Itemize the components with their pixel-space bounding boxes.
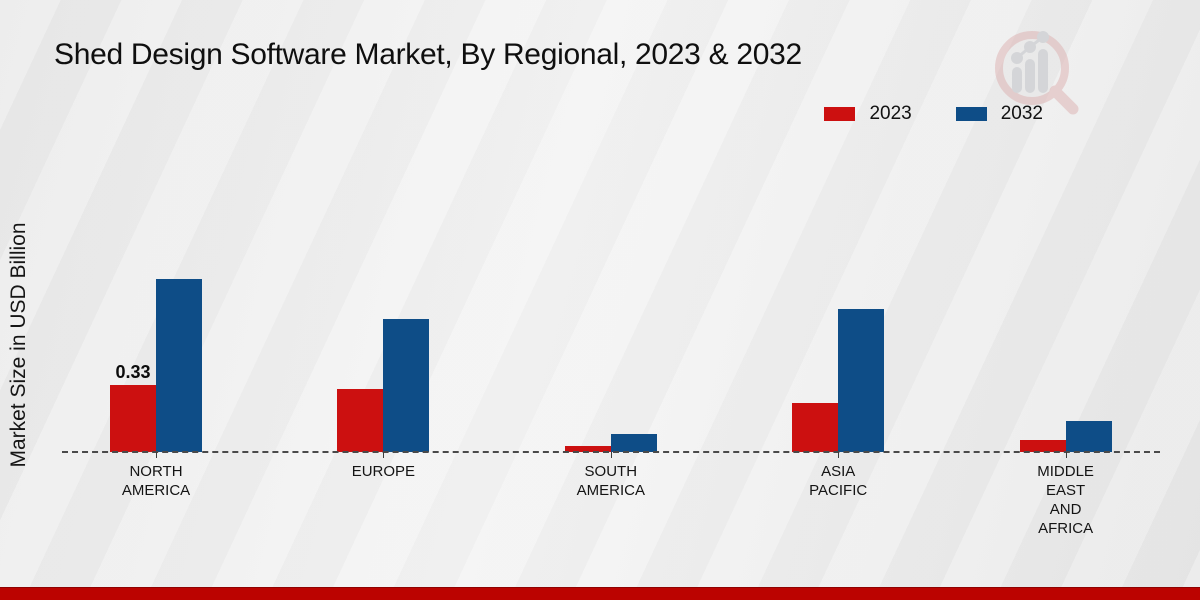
x-axis-category-label-north-america: NORTH AMERICA bbox=[121, 463, 191, 499]
legend-label-2032: 2032 bbox=[1000, 103, 1043, 124]
bar-2032-middle-east-and-africa bbox=[1065, 421, 1112, 452]
x-axis-category-label-europe: EUROPE bbox=[351, 463, 416, 480]
x-axis-category-label-middle-east-and-africa: MIDDLE EAST AND AFRICA bbox=[1037, 463, 1094, 537]
x-axis-tick bbox=[156, 452, 157, 458]
x-axis-tick bbox=[610, 452, 612, 458]
bar-2023-north-america bbox=[110, 385, 156, 452]
value-label-2023-north-america: 0.33 bbox=[115, 362, 151, 382]
bar-2023-europe bbox=[337, 389, 384, 452]
footer-stripe bbox=[0, 587, 1200, 600]
bar-2023-middle-east-and-africa bbox=[1019, 440, 1066, 452]
x-axis-category-label-asia-pacific: ASIA PACIFIC bbox=[809, 463, 868, 499]
x-axis-category-label-south-america: SOUTH AMERICA bbox=[576, 463, 645, 499]
bar-2032-asia-pacific bbox=[838, 309, 885, 452]
legend: 2023 2032 bbox=[824, 103, 1043, 125]
bar-2023-asia-pacific bbox=[792, 403, 839, 452]
legend-item-2032: 2032 bbox=[955, 103, 1043, 125]
legend-label-2023: 2023 bbox=[869, 103, 912, 124]
x-axis-tick bbox=[1065, 452, 1067, 458]
bar-2032-north-america bbox=[156, 279, 202, 452]
watermark-magnifier-chart-icon bbox=[995, 31, 1079, 115]
bar-2023-south-america bbox=[564, 446, 611, 452]
legend-swatch-2032 bbox=[955, 107, 987, 121]
chart-title: Shed Design Software Market, By Regional… bbox=[54, 38, 802, 71]
bar-2032-south-america bbox=[610, 434, 657, 452]
x-axis-tick bbox=[838, 452, 840, 458]
x-axis-tick bbox=[383, 452, 385, 458]
legend-swatch-2023 bbox=[824, 107, 856, 121]
legend-item-2023: 2023 bbox=[824, 103, 912, 125]
bar-2032-europe bbox=[383, 319, 430, 452]
